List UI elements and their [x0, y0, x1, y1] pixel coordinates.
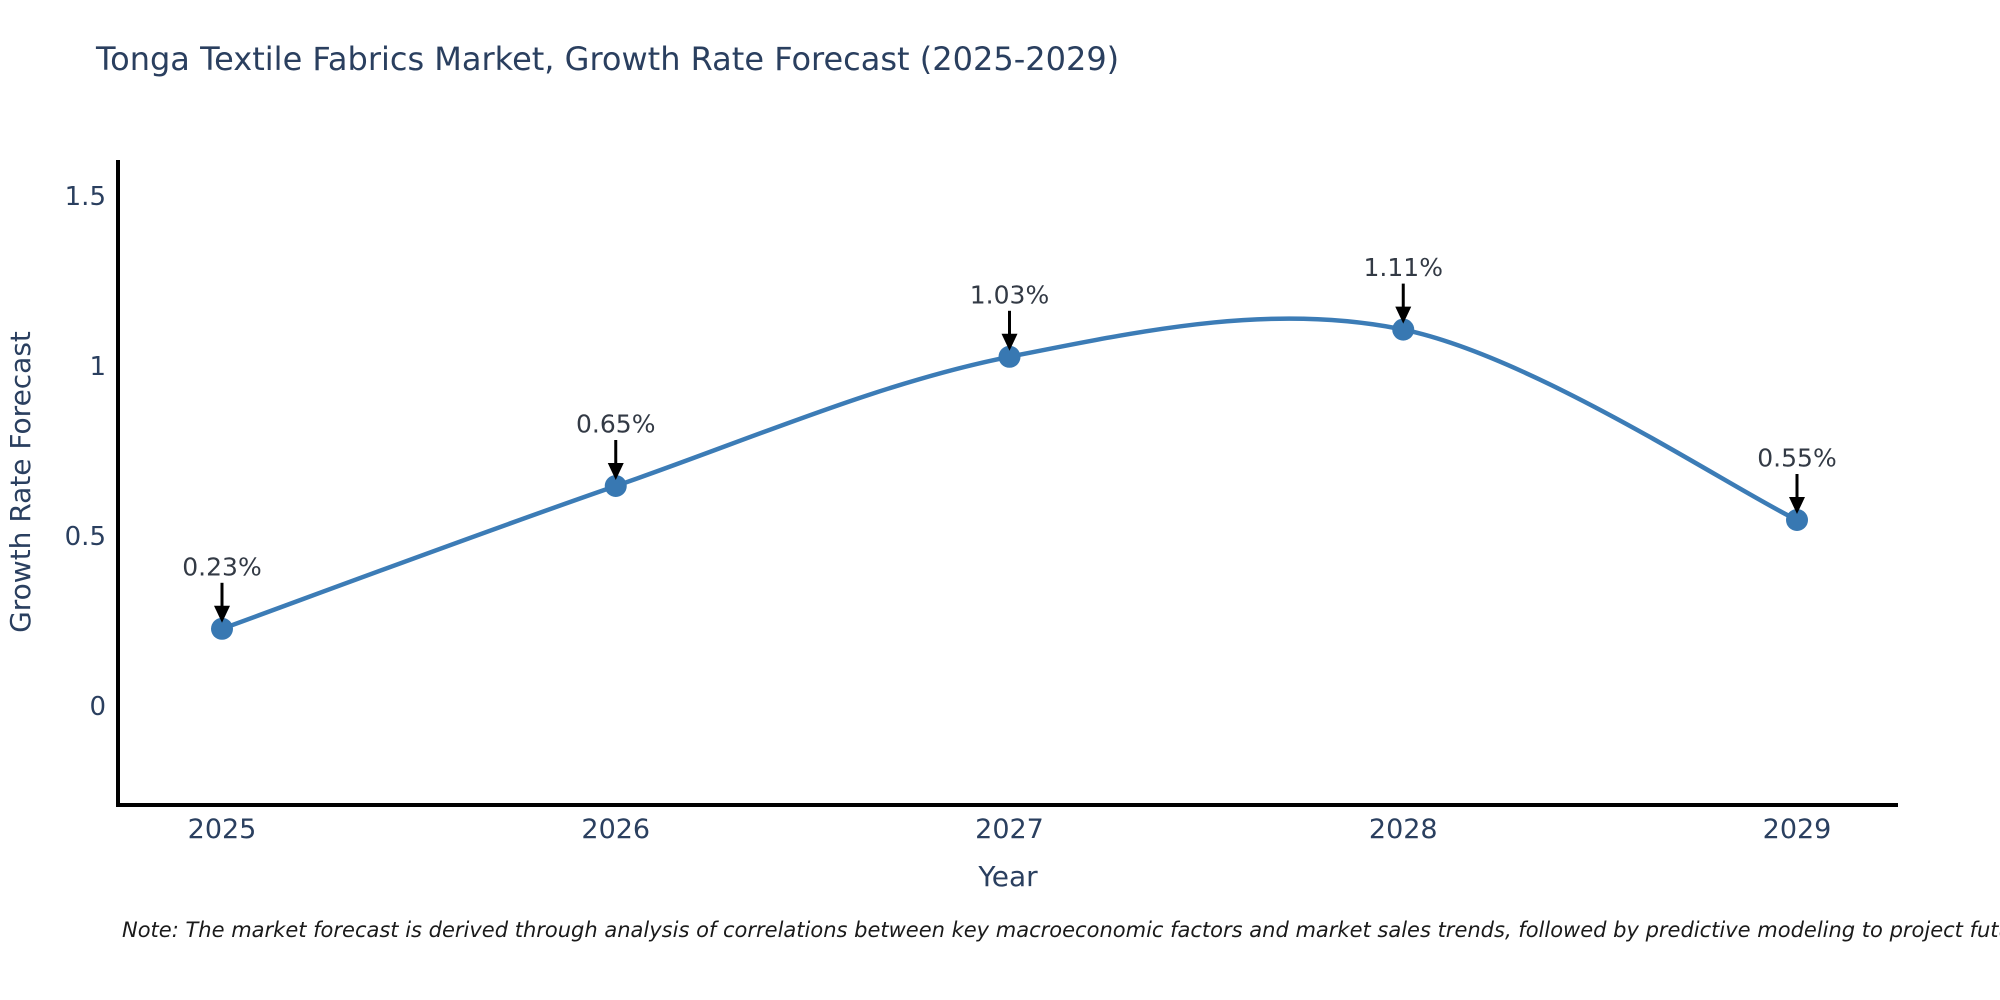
- annotation-arrowhead-icon: [1789, 497, 1805, 514]
- y-tick-label: 0: [89, 692, 106, 722]
- data-point-marker: [1786, 509, 1808, 531]
- annotation-label: 1.03%: [970, 280, 1049, 309]
- annotation-arrowhead-icon: [607, 463, 624, 480]
- annotation-arrowhead-icon: [214, 605, 230, 623]
- chart-title: Tonga Textile Fabrics Market, Growth Rat…: [96, 40, 1120, 78]
- data-point-marker: [604, 475, 627, 497]
- x-tick-label: 2026: [581, 814, 650, 845]
- x-axis-title: Year: [977, 860, 1038, 893]
- y-tick-label: 1.5: [65, 182, 106, 212]
- annotation-arrowhead-icon: [1395, 306, 1412, 324]
- annotation-arrowhead-icon: [1001, 333, 1018, 351]
- annotation-label: 0.23%: [182, 552, 261, 581]
- y-tick-label: 1: [89, 352, 106, 382]
- data-point-marker: [998, 345, 1021, 368]
- x-tick-label: 2025: [188, 814, 257, 845]
- y-axis-title: Growth Rate Forecast: [4, 331, 37, 633]
- x-tick-label: 2028: [1369, 814, 1438, 845]
- annotation-label: 1.11%: [1364, 253, 1443, 282]
- data-point-marker: [1392, 318, 1415, 341]
- chart-footnote: Note: The market forecast is derived thr…: [122, 918, 2000, 942]
- annotation-label: 0.55%: [1757, 444, 1836, 473]
- annotation-label: 0.65%: [576, 410, 655, 439]
- x-tick-label: 2029: [1763, 814, 1832, 845]
- x-tick-label: 2027: [975, 814, 1044, 845]
- data-point-marker: [211, 617, 233, 640]
- y-tick-label: 0.5: [65, 522, 106, 552]
